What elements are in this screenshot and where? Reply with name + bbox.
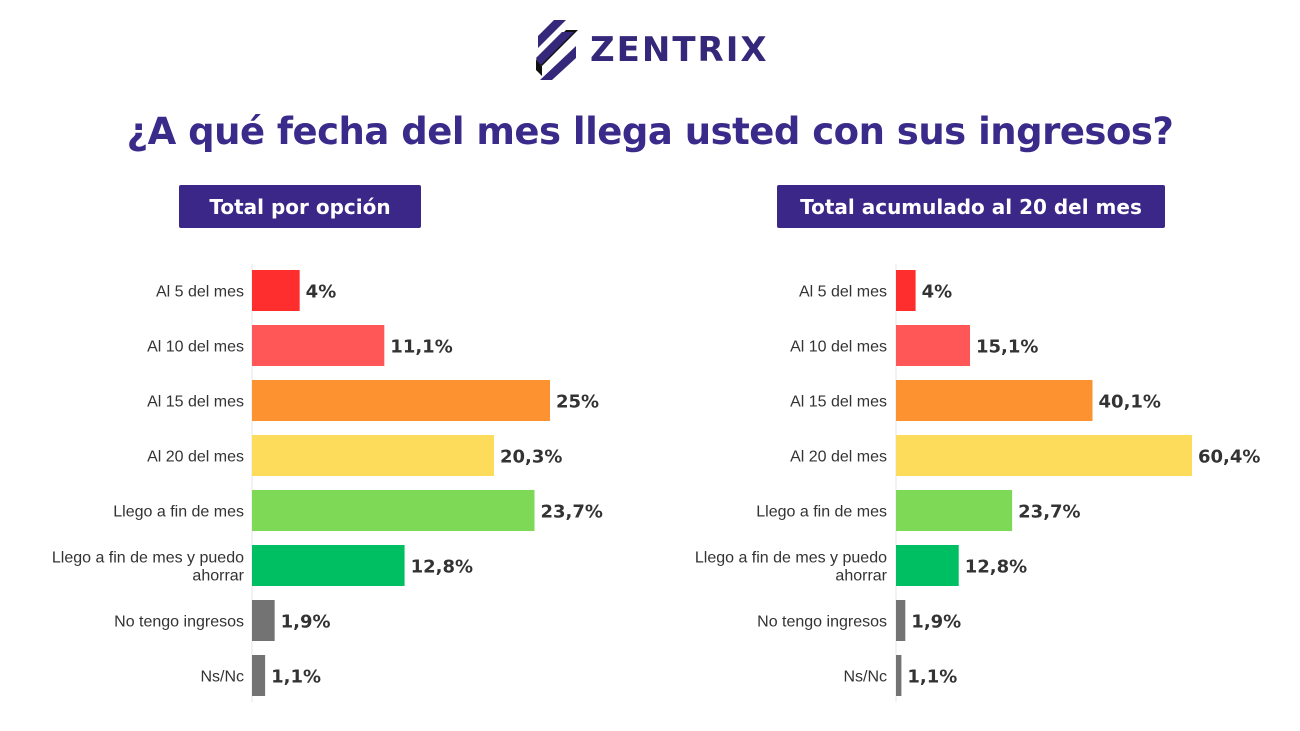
bar xyxy=(252,655,266,696)
category-label: Al 10 del mes xyxy=(790,339,887,356)
bar xyxy=(252,270,300,311)
category-label: Ns/Nc xyxy=(843,669,887,686)
bar xyxy=(896,435,1192,476)
value-label: 60,4% xyxy=(1198,447,1260,468)
value-label: 4% xyxy=(306,282,337,303)
bar xyxy=(252,600,275,641)
value-label: 40,1% xyxy=(1099,392,1161,413)
bar xyxy=(896,545,959,586)
bar xyxy=(896,270,916,311)
value-label: 12,8% xyxy=(411,557,473,578)
value-label: 25% xyxy=(556,392,599,413)
category-label: Al 10 del mes xyxy=(147,339,244,356)
brand-logo: ZENTRIX xyxy=(532,18,769,82)
value-label: 11,1% xyxy=(390,337,452,358)
bar xyxy=(252,490,535,531)
bar xyxy=(896,380,1093,421)
value-label: 1,9% xyxy=(281,612,331,633)
category-label: Llego a fin de mes xyxy=(113,504,244,521)
value-label: 1,1% xyxy=(907,667,957,688)
value-label: 15,1% xyxy=(976,337,1038,358)
left-chart-title: Total por opción xyxy=(179,185,421,228)
bar xyxy=(896,600,906,641)
zentrix-logo-icon xyxy=(536,20,578,80)
right-chart-title: Total acumulado al 20 del mes xyxy=(777,185,1165,228)
brand-name: ZENTRIX xyxy=(590,30,769,70)
value-label: 12,8% xyxy=(965,557,1027,578)
category-label: Llego a fin de mes y puedo ahorrar xyxy=(695,550,888,585)
category-label: Al 20 del mes xyxy=(790,449,887,466)
value-label: 1,1% xyxy=(271,667,321,688)
value-label: 4% xyxy=(922,282,953,303)
value-label: 23,7% xyxy=(1018,502,1080,523)
category-label: Llego a fin de mes xyxy=(756,504,887,521)
bar xyxy=(896,325,970,366)
value-label: 20,3% xyxy=(500,447,562,468)
bar xyxy=(252,435,494,476)
bar xyxy=(896,490,1013,531)
category-label: Llego a fin de mes y puedo ahorrar xyxy=(52,550,245,585)
category-label: No tengo ingresos xyxy=(114,614,244,631)
category-label: Al 5 del mes xyxy=(799,284,887,301)
bar xyxy=(252,325,385,366)
bar xyxy=(252,545,405,586)
category-label: Al 15 del mes xyxy=(147,394,244,411)
bar xyxy=(896,655,902,696)
category-label: Al 20 del mes xyxy=(147,449,244,466)
category-label: Al 5 del mes xyxy=(156,284,244,301)
page-title: ¿A qué fecha del mes llega usted con sus… xyxy=(126,110,1174,153)
value-label: 1,9% xyxy=(911,612,961,633)
category-label: No tengo ingresos xyxy=(757,614,887,631)
category-label: Ns/Nc xyxy=(200,669,244,686)
bar xyxy=(252,380,550,421)
category-label: Al 15 del mes xyxy=(790,394,887,411)
value-label: 23,7% xyxy=(541,502,603,523)
